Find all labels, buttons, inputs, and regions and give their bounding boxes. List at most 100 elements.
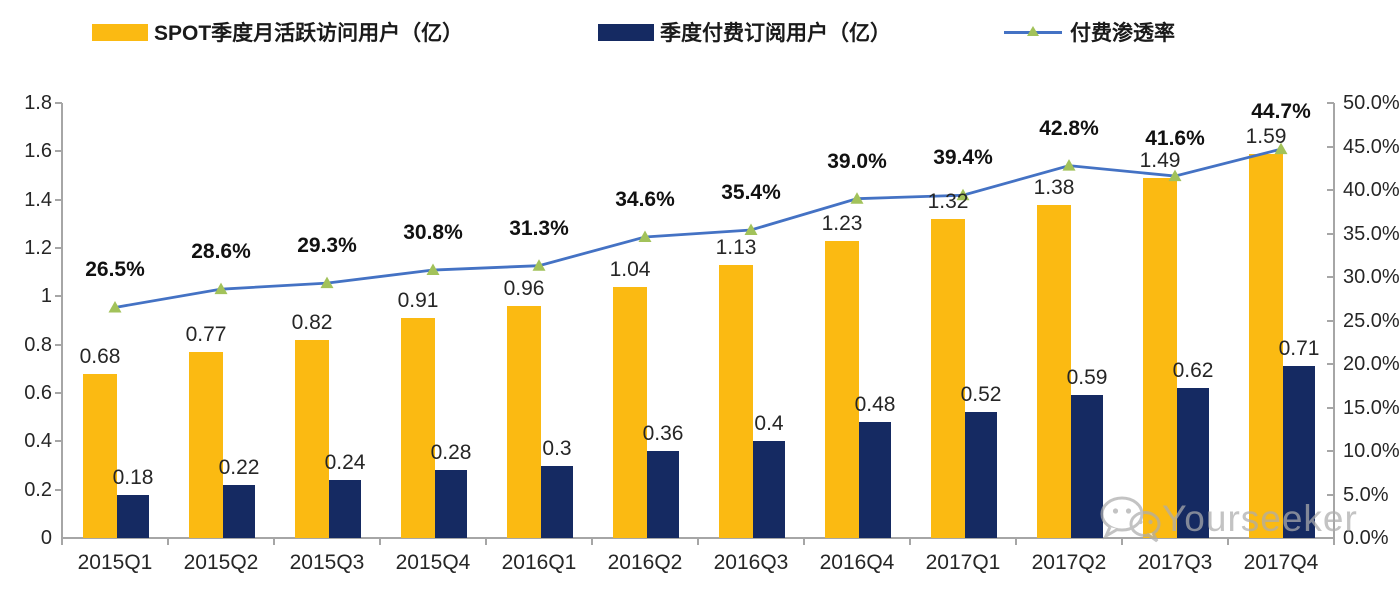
right-axis-tick-label: 25.0% <box>1343 309 1399 332</box>
paid-value-label: 0.24 <box>324 451 366 474</box>
triangle-marker-icon <box>638 230 652 242</box>
paid-legend-swatch <box>598 23 654 41</box>
triangle-marker-icon <box>214 282 228 295</box>
right-axis-tick-label: 45.0% <box>1343 135 1399 158</box>
x-axis-tick <box>1015 538 1017 545</box>
left-axis-tick <box>55 247 62 249</box>
right-axis-tick-label: 35.0% <box>1343 222 1399 245</box>
watermark-text: Yourseeker <box>1162 498 1358 539</box>
penetration-label: 44.7% <box>1251 100 1311 124</box>
right-axis-tick <box>1327 406 1334 409</box>
mau-value-label: 1.23 <box>821 211 863 235</box>
right-axis-tick <box>1327 189 1334 191</box>
paid-bar <box>223 484 255 538</box>
penetration-legend-marker <box>1004 25 1062 39</box>
mau-value-label: 1.38 <box>1033 175 1075 199</box>
x-axis-label: 2016Q4 <box>819 551 895 574</box>
penetration-label: 34.6% <box>615 187 675 211</box>
x-axis-label: 2015Q3 <box>289 551 365 574</box>
paid-value-label: 0.36 <box>642 422 684 445</box>
left-axis-line <box>61 103 63 538</box>
paid-bar <box>1071 395 1103 538</box>
paid-bar <box>541 465 573 538</box>
right-axis-tick <box>1327 145 1334 148</box>
mau-bar <box>295 339 329 538</box>
legend-item-penetration: 付费渗透率 <box>1004 18 1175 46</box>
left-axis-tick-label: 0 <box>40 527 52 549</box>
left-axis-tick-label: 1 <box>40 285 52 308</box>
x-axis-tick <box>1121 538 1123 545</box>
paid-bar <box>647 451 679 538</box>
x-axis-tick <box>167 538 169 545</box>
x-axis-label: 2017Q1 <box>925 551 1001 574</box>
left-axis-tick <box>55 440 62 443</box>
left-axis-tick-label: 1.8 <box>24 92 52 114</box>
left-axis-tick-label: 0.2 <box>24 478 52 501</box>
paid-value-label: 0.22 <box>218 455 260 479</box>
triangle-marker-icon <box>108 300 122 313</box>
right-axis-tick-label: 40.0% <box>1343 179 1399 201</box>
right-axis-tick <box>1327 450 1334 452</box>
wechat-icon <box>1100 496 1161 543</box>
mau-bar <box>189 351 223 538</box>
left-axis-tick <box>55 392 62 394</box>
x-axis-label: 2017Q4 <box>1243 551 1319 574</box>
penetration-label: 30.8% <box>403 221 463 245</box>
paid-value-label: 0.3 <box>542 436 572 460</box>
left-axis-tick <box>55 488 62 491</box>
mau-legend-swatch <box>92 23 148 41</box>
triangle-marker-icon <box>850 192 864 204</box>
paid-bar <box>1177 388 1209 538</box>
x-axis-tick <box>803 538 805 545</box>
paid-value-label: 0.28 <box>430 441 472 465</box>
x-axis-tick <box>1333 538 1335 545</box>
penetration-label: 39.0% <box>827 149 887 173</box>
penetration-label: 41.6% <box>1145 127 1205 151</box>
triangle-marker-icon <box>1062 159 1076 171</box>
left-axis-tick <box>55 198 62 201</box>
triangle-marker-icon <box>320 276 334 289</box>
x-axis-tick <box>697 538 699 545</box>
left-axis-tick <box>55 102 62 104</box>
mau-bar <box>507 306 541 538</box>
mau-bar <box>719 264 753 538</box>
triangle-marker-icon <box>1027 26 1039 36</box>
right-axis-tick-label: 0.0% <box>1343 527 1389 549</box>
right-axis-tick <box>1327 319 1334 322</box>
penetration-label: 42.8% <box>1039 116 1099 140</box>
paid-value-label: 0.62 <box>1172 359 1214 383</box>
paid-legend-label: 季度付费订阅用户（亿） <box>660 22 891 45</box>
right-axis-tick <box>1327 232 1334 235</box>
mau-bar <box>931 219 965 538</box>
legend-item-paid: 季度付费订阅用户（亿） <box>598 18 891 46</box>
right-axis-tick-label: 5.0% <box>1343 483 1389 506</box>
x-axis-tick <box>1227 538 1229 545</box>
x-axis-tick <box>273 538 275 545</box>
mau-value-label: 1.49 <box>1139 148 1181 172</box>
left-axis-tick-label: 1.6 <box>24 140 52 163</box>
right-axis-tick <box>1327 102 1334 104</box>
right-axis-tick <box>1327 363 1334 365</box>
mau-value-label: 1.32 <box>927 190 969 213</box>
triangle-marker-icon <box>532 259 546 271</box>
right-axis-tick-label: 50.0% <box>1343 92 1399 114</box>
mau-value-label: 1.04 <box>609 257 651 281</box>
paid-bar <box>965 412 997 538</box>
triangle-marker-icon <box>744 223 758 236</box>
x-axis-label: 2015Q1 <box>77 551 153 574</box>
legend-item-mau: SPOT季度月活跃访问用户（亿） <box>92 18 463 46</box>
left-axis-tick-label: 0.4 <box>24 430 52 453</box>
mau-value-label: 1.59 <box>1245 124 1287 148</box>
left-axis-tick-label: 1.2 <box>24 237 52 259</box>
mau-bar <box>1143 177 1177 538</box>
left-axis-tick <box>55 150 62 153</box>
mau-value-label: 0.82 <box>291 310 333 334</box>
penetration-label: 28.6% <box>191 240 251 264</box>
mau-value-label: 1.13 <box>715 235 757 259</box>
x-axis-label: 2017Q2 <box>1031 551 1107 574</box>
x-axis-tick <box>485 538 487 545</box>
left-axis-tick <box>55 295 62 298</box>
paid-value-label: 0.48 <box>854 393 896 416</box>
right-axis-tick-label: 15.0% <box>1343 396 1399 419</box>
